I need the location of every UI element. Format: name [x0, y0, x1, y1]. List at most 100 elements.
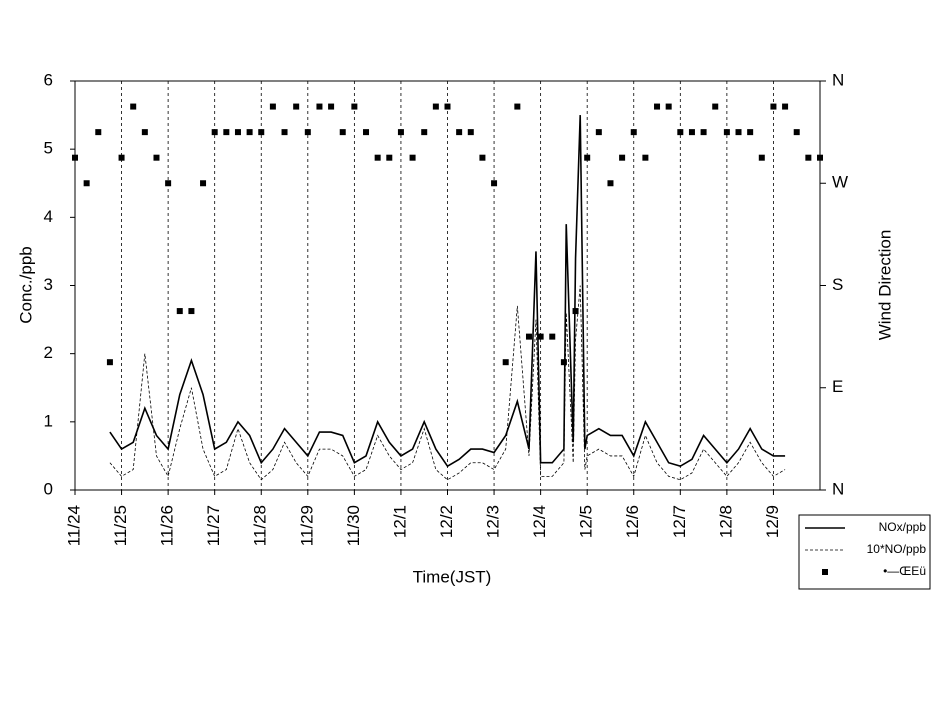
y-tick-label: 2 — [44, 343, 53, 362]
wind-marker — [572, 308, 579, 315]
wind-marker — [723, 129, 730, 136]
wind-marker — [432, 103, 439, 110]
y-tick-label: 6 — [44, 70, 53, 89]
wind-marker — [258, 129, 265, 136]
x-tick-label: 12/5 — [577, 505, 596, 538]
x-tick-label: 12/6 — [623, 505, 642, 538]
x-tick-label: 11/30 — [344, 505, 363, 546]
wind-marker — [700, 129, 707, 136]
wind-marker — [805, 154, 812, 161]
legend-swatch — [822, 569, 828, 575]
wind-marker — [712, 103, 719, 110]
wind-marker — [747, 129, 754, 136]
y-tick-label: 4 — [44, 207, 53, 226]
wind-marker — [630, 129, 637, 136]
wind-marker — [444, 103, 451, 110]
wind-marker — [72, 154, 78, 161]
wind-marker — [514, 103, 521, 110]
x-tick-label: 12/1 — [390, 505, 409, 538]
wind-marker — [549, 333, 556, 340]
wind-marker — [328, 103, 335, 110]
wind-marker — [165, 180, 172, 187]
x-tick-label: 12/3 — [484, 505, 503, 538]
wind-marker — [467, 129, 474, 136]
wind-marker — [363, 129, 370, 136]
wind-marker — [607, 180, 614, 187]
y-tick-label: 3 — [44, 275, 53, 294]
wind-marker — [234, 129, 241, 136]
wind-marker — [479, 154, 486, 161]
x-tick-label: 12/8 — [716, 505, 735, 538]
x-tick-label: 12/7 — [670, 505, 689, 538]
y2-tick-label: N — [832, 479, 844, 498]
wind-marker — [793, 129, 800, 136]
wind-marker — [141, 129, 148, 136]
wind-marker — [269, 103, 276, 110]
wind-marker — [665, 103, 672, 110]
wind-marker — [421, 129, 428, 136]
y-tick-label: 0 — [44, 479, 53, 498]
wind-marker — [735, 129, 742, 136]
wind-marker — [595, 129, 602, 136]
x-tick-label: 12/9 — [763, 505, 782, 538]
wind-marker — [200, 180, 207, 187]
x-tick-label: 11/27 — [204, 505, 223, 546]
wind-marker — [95, 129, 102, 136]
y2-tick-label: W — [832, 173, 848, 192]
wind-marker — [223, 129, 230, 136]
wind-marker — [83, 180, 90, 187]
wind-marker — [619, 154, 626, 161]
wind-marker — [817, 154, 823, 161]
x-tick-label: 11/29 — [297, 505, 316, 546]
x-tick-label: 11/26 — [158, 505, 177, 546]
line-series — [109, 285, 786, 481]
wind-marker — [339, 129, 346, 136]
wind-marker — [584, 154, 591, 161]
wind-marker — [677, 129, 684, 136]
wind-marker — [246, 129, 253, 136]
wind-marker — [758, 154, 765, 161]
wind-marker — [770, 103, 777, 110]
legend-label: NOx/ppb — [879, 520, 927, 534]
wind-marker — [188, 308, 195, 315]
wind-marker — [456, 129, 463, 136]
y2-tick-label: N — [832, 70, 844, 89]
wind-marker — [293, 103, 300, 110]
x-tick-label: 12/2 — [437, 505, 456, 538]
x-tick-label: 11/24 — [64, 505, 83, 546]
x-tick-label: 11/28 — [251, 505, 270, 546]
wind-marker — [316, 103, 323, 110]
x-axis-label: Time(JST) — [413, 567, 492, 586]
wind-marker — [688, 129, 695, 136]
legend-label: 10*NO/ppb — [867, 542, 927, 556]
wind-marker — [642, 154, 649, 161]
wind-marker — [153, 154, 160, 161]
wind-marker — [502, 359, 509, 366]
wind-marker — [397, 129, 404, 136]
wind-marker — [304, 129, 311, 136]
y-tick-label: 5 — [44, 139, 53, 158]
wind-marker — [525, 333, 532, 340]
y-axis-label: Conc./ppb — [16, 246, 35, 324]
wind-marker — [782, 103, 789, 110]
y2-tick-label: E — [832, 377, 843, 396]
wind-marker — [537, 333, 544, 340]
y2-tick-label: S — [832, 275, 843, 294]
wind-marker — [351, 103, 358, 110]
line-series — [109, 115, 786, 468]
wind-marker — [654, 103, 661, 110]
x-tick-label: 12/4 — [530, 505, 549, 538]
wind-marker — [211, 129, 218, 136]
wind-marker — [118, 154, 125, 161]
wind-marker — [374, 154, 381, 161]
y2-axis-label: Wind Direction — [875, 230, 894, 341]
wind-marker — [176, 308, 183, 315]
wind-marker — [130, 103, 137, 110]
wind-marker — [281, 129, 288, 136]
wind-marker — [106, 359, 113, 366]
legend-label: •—ŒEü — [883, 564, 926, 578]
x-tick-label: 11/25 — [111, 505, 130, 546]
y-tick-label: 1 — [44, 411, 53, 430]
wind-marker — [386, 154, 393, 161]
